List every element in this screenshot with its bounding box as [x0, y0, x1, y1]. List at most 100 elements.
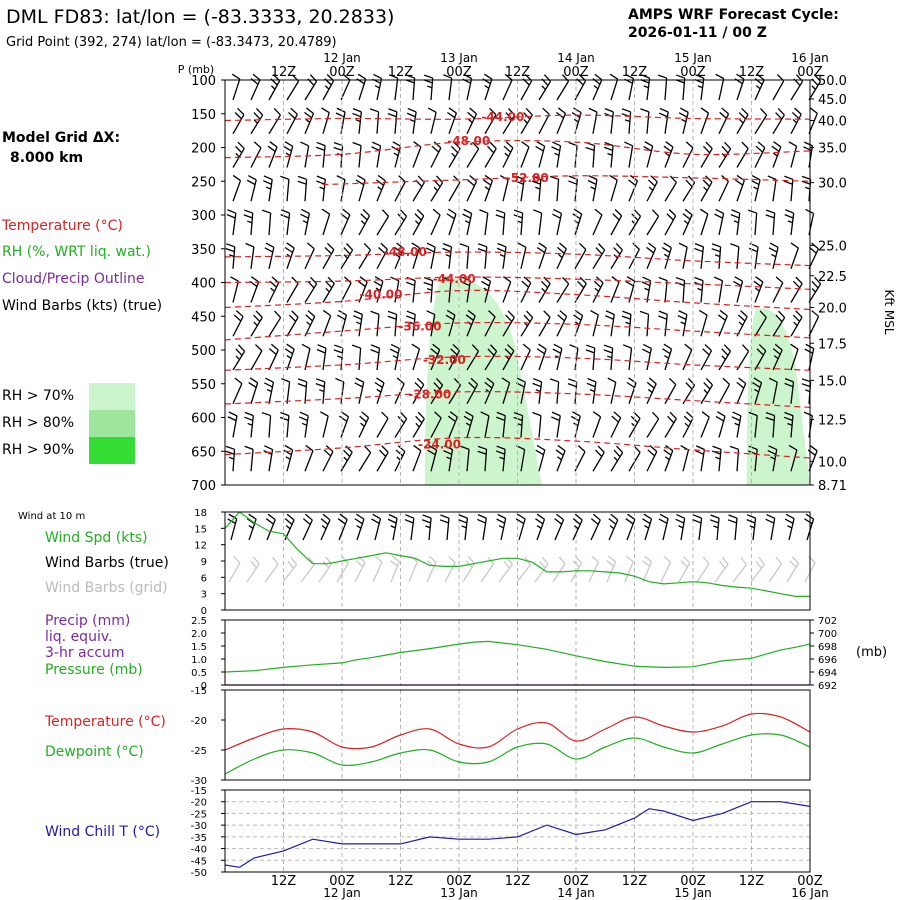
wind-barb-flag [322, 309, 332, 317]
pressure-tick-label: 200 [191, 142, 216, 157]
wind-barb-flag [625, 321, 631, 325]
wind-barb-flag [406, 112, 416, 118]
wind-barb [664, 215, 677, 236]
time-axes: 12Z 12Z 00Z 00Z 12Z 12Z 00Z 00Z 12Z 12Z 00Z 00Z 12Z 1… [271, 51, 829, 900]
grid-wind-barb [552, 563, 566, 583]
wind-barb-flag [353, 315, 362, 320]
wind-barb-flag [406, 281, 415, 287]
wind-barb-flag [505, 314, 513, 322]
wind-barb [466, 113, 478, 135]
wind-barb-flag [249, 280, 258, 287]
wind-barb [574, 381, 578, 404]
wind-barb-flag [505, 112, 513, 120]
wind-chill-panel: -50-45-40-35-30-25-20-15 Wind Chill T (°C… [45, 786, 811, 879]
wind-barb-flag [507, 310, 515, 318]
true-wind-barb-flag [728, 514, 738, 519]
wind-barb [412, 146, 422, 168]
grid-wind-barb [588, 561, 600, 583]
wind-barb [484, 148, 497, 168]
wind-barb-flag [342, 73, 351, 81]
wind-barb-flag [688, 175, 696, 184]
grid-wind-barb-flag [572, 560, 580, 568]
wind-barb [808, 248, 819, 270]
true-wind-barb-flag [610, 513, 619, 521]
wind-barb [394, 248, 405, 270]
y-tick-label: -30 [191, 776, 207, 787]
wind-barb [538, 415, 542, 438]
wind-barb-flag [526, 310, 534, 319]
y-tick-label: 18 [194, 508, 207, 519]
wind-barb-flag [297, 378, 307, 383]
wind-barb [286, 348, 295, 371]
wind-barb [790, 179, 794, 202]
wind-barb-flag [738, 321, 744, 326]
wind-barb-flag [299, 411, 309, 417]
wind-barb [520, 146, 530, 168]
wind-barb-flag [270, 287, 275, 292]
wind-barb-flag [327, 276, 335, 285]
height-tick-label: 8.71 [818, 479, 847, 494]
wind-barb-flag [324, 85, 330, 90]
wind-barb-flag [324, 247, 332, 255]
grid-wind-barb [444, 562, 456, 583]
wind-barb-flag [705, 378, 713, 386]
wind-barb-flag [413, 444, 422, 452]
wind-barb-flag [611, 276, 620, 283]
wind-barb-flag [446, 111, 456, 119]
wind-barb-flag [285, 152, 291, 157]
wind-barb-flag [269, 280, 277, 288]
true-wind-barb-flag [592, 513, 601, 521]
bottom-day-label: 13 Jan [440, 886, 478, 900]
grid-wind-barb-flag [758, 557, 765, 565]
wind-barb [610, 249, 623, 270]
wind-barb-flag [811, 280, 819, 289]
wind-barb-flag [333, 349, 343, 354]
wind-barb-flag [465, 314, 474, 321]
wind-barb [538, 80, 552, 101]
wind-barb [232, 281, 239, 303]
true-wind-barb-flag [609, 525, 615, 530]
wind-barb [682, 314, 688, 337]
wind-barb [646, 383, 657, 405]
wind-barb-flag [804, 389, 811, 393]
wind-barb [556, 113, 567, 134]
wind-barb-flag [343, 449, 351, 457]
wind-barb [538, 179, 542, 202]
wind-barb-flag [433, 382, 441, 390]
wind-barb-flag [316, 378, 325, 383]
wind-barb-flag [428, 444, 437, 451]
wind-barb [394, 78, 399, 101]
wind-barb-flag [758, 344, 767, 352]
wind-barb-flag [319, 389, 325, 393]
wind-barb-flag [461, 276, 471, 282]
wind-barb-flag [505, 141, 514, 149]
wind-barb [808, 283, 822, 303]
wind-barb-flag [590, 186, 596, 190]
wind-barb [286, 247, 295, 269]
true-wind-barb-flag [248, 525, 254, 529]
grid-wind-barb-flag [775, 556, 783, 565]
wind-barb-flag [380, 242, 388, 250]
wind-barb-flag [721, 145, 729, 154]
wind-barb [376, 180, 386, 202]
cross-section-legend: Temperature (°C) RH (%, WRT liq. wat.) Clo… [1, 218, 162, 314]
wind-barb [772, 80, 785, 101]
wind-barb-flag [325, 280, 333, 289]
true-wind-barb-flag [554, 518, 563, 525]
wind-barb-flag [703, 145, 711, 154]
grid-wind-barb-flag [467, 556, 476, 564]
grid-wind-barb [498, 564, 513, 583]
wind-barb [718, 246, 722, 269]
wind-barb-flag [423, 281, 433, 286]
true-wind-barb-flag [676, 513, 685, 519]
wind-barb [502, 449, 506, 472]
temperature-contour [224, 391, 811, 408]
wind-barb-flag [535, 389, 541, 393]
wind-barb [430, 314, 436, 337]
wind-barb-flag [376, 377, 385, 384]
wind-barb [538, 146, 546, 168]
wind-barb-flag [587, 179, 597, 185]
wind-barb [304, 145, 310, 168]
wind-barb-flag [513, 412, 523, 417]
wind-barb [394, 418, 408, 438]
